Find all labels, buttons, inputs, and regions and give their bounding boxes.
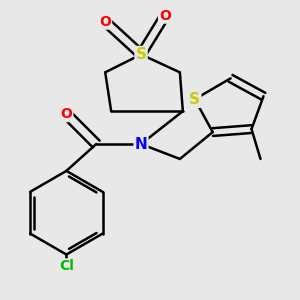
Text: Cl: Cl	[59, 260, 74, 274]
Text: N: N	[135, 136, 147, 152]
Text: S: S	[189, 92, 200, 107]
Text: O: O	[159, 9, 171, 22]
Text: S: S	[136, 47, 146, 62]
Text: O: O	[99, 15, 111, 28]
Text: O: O	[61, 107, 72, 121]
